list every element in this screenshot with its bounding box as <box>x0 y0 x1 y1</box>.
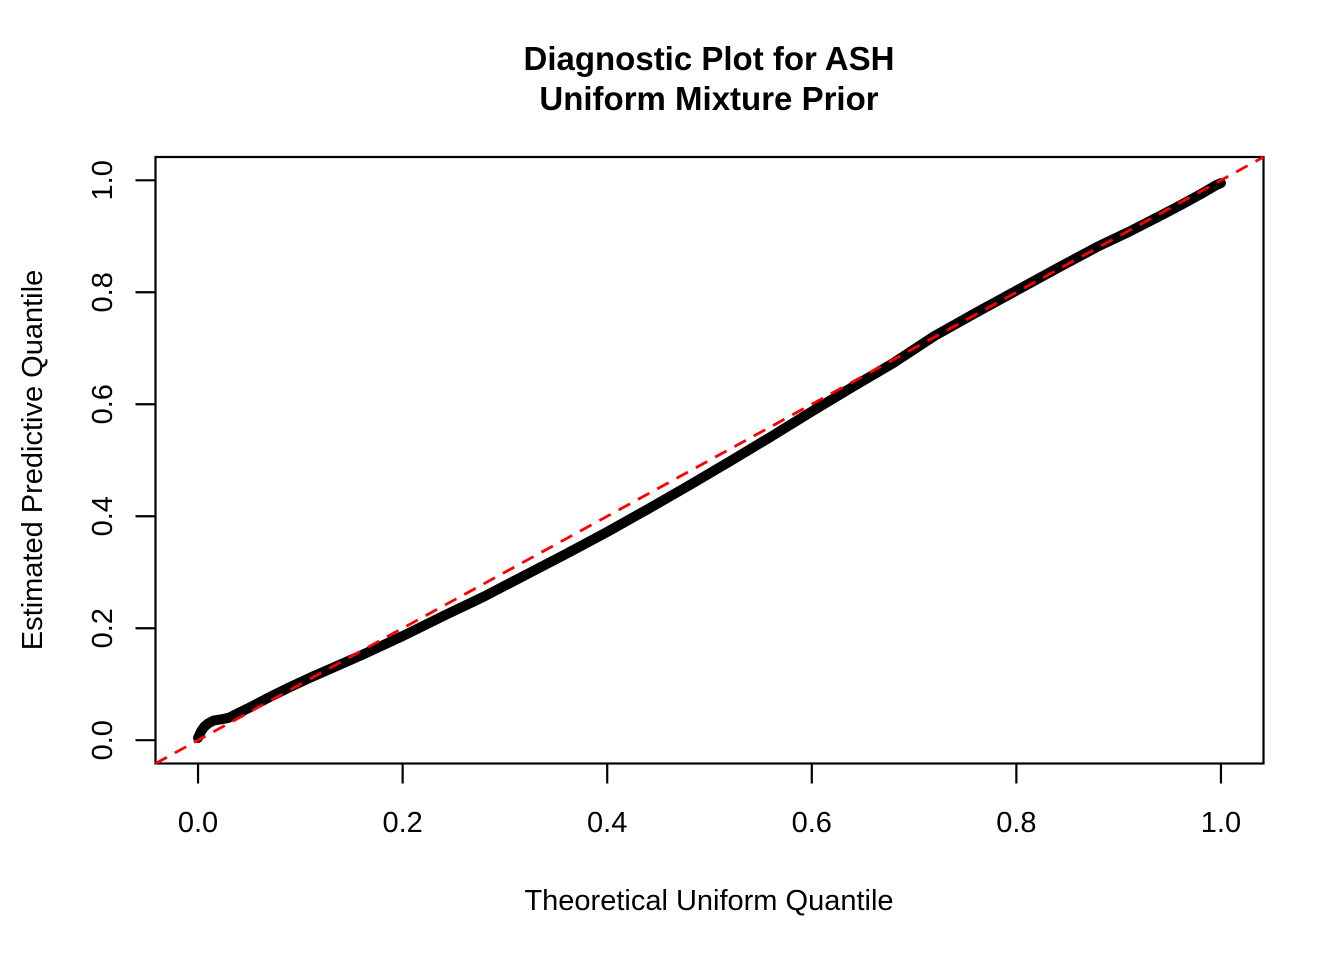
x-tick-label: 0.2 <box>382 807 422 839</box>
x-tick-label: 1.0 <box>1201 807 1241 839</box>
x-axis-label: Theoretical Uniform Quantile <box>524 885 893 917</box>
y-tick-label: 0.6 <box>87 384 119 424</box>
y-tick-label: 0.8 <box>87 272 119 312</box>
plot-frame <box>154 155 1265 765</box>
x-tick-label: 0.6 <box>792 807 832 839</box>
x-tick-label: 0.4 <box>587 807 627 839</box>
plot-area: 0.0 0.2 0.4 0.6 0.8 1.0 0.0 0.2 0.4 0.6 0.8 1.0 <box>87 155 1265 839</box>
plot-title-line2: Uniform Mixture Prior <box>539 80 878 117</box>
y-axis-label: Estimated Predictive Quantile <box>17 270 49 650</box>
y-tick-label: 1.0 <box>87 160 119 200</box>
plot-title-line1: Diagnostic Plot for ASH <box>524 40 895 77</box>
x-tick-label: 0.8 <box>996 807 1036 839</box>
y-tick-label: 0.0 <box>87 720 119 760</box>
reference-line <box>154 155 1265 765</box>
y-tick-label: 0.4 <box>87 496 119 536</box>
x-tick-label: 0.0 <box>178 807 218 839</box>
y-tick-label: 0.2 <box>87 608 119 648</box>
